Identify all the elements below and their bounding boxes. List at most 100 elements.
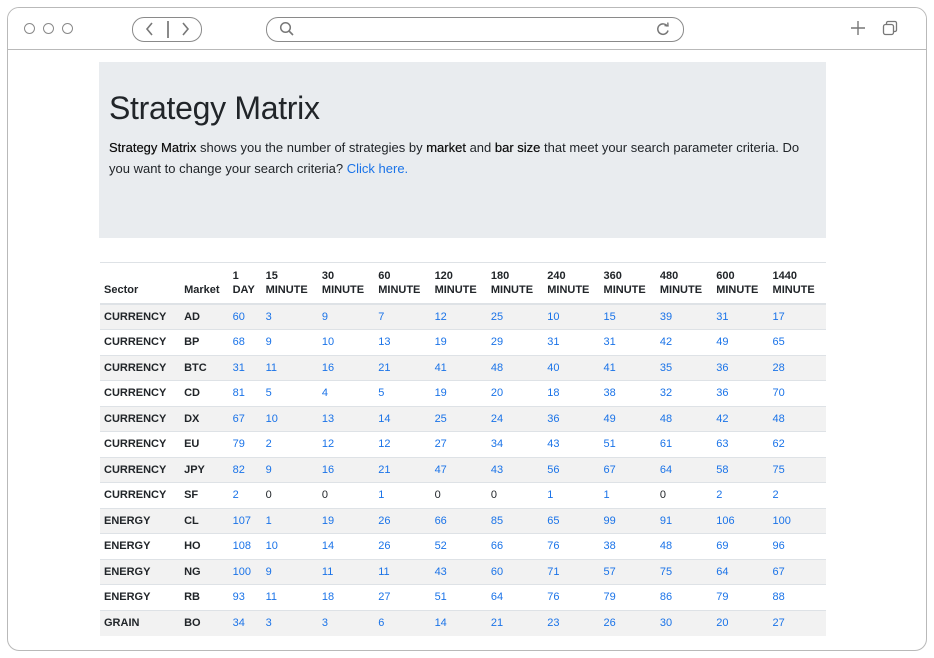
strategy-count-link[interactable]: 99 bbox=[600, 507, 657, 534]
strategy-count-link[interactable]: 48 bbox=[769, 405, 826, 432]
strategy-count-link[interactable]: 57 bbox=[600, 558, 657, 585]
plus-icon[interactable] bbox=[850, 20, 866, 41]
strategy-count-link[interactable]: 41 bbox=[431, 354, 488, 381]
strategy-count-link[interactable]: 67 bbox=[769, 558, 826, 585]
strategy-count-link[interactable]: 48 bbox=[487, 354, 545, 381]
strategy-count-link[interactable]: 31 bbox=[713, 303, 770, 330]
strategy-count-link[interactable]: 14 bbox=[318, 533, 376, 559]
strategy-count-link[interactable]: 2 bbox=[262, 431, 319, 457]
strategy-count-link[interactable]: 65 bbox=[544, 507, 601, 534]
strategy-count-link[interactable]: 26 bbox=[375, 533, 432, 559]
strategy-count-link[interactable]: 64 bbox=[713, 558, 770, 585]
strategy-count-link[interactable]: 43 bbox=[487, 456, 545, 483]
strategy-count-link[interactable]: 67 bbox=[600, 456, 657, 483]
strategy-count-link[interactable]: 69 bbox=[713, 533, 770, 559]
strategy-count-link[interactable]: 11 bbox=[262, 584, 319, 610]
strategy-count-link[interactable]: 51 bbox=[600, 431, 657, 457]
strategy-count-link[interactable]: 63 bbox=[713, 431, 770, 457]
forward-button[interactable] bbox=[168, 18, 202, 40]
strategy-count-link[interactable]: 7 bbox=[375, 303, 432, 330]
strategy-count-link[interactable]: 19 bbox=[318, 507, 376, 534]
strategy-count-link[interactable]: 18 bbox=[544, 380, 601, 406]
strategy-count-link[interactable]: 3 bbox=[262, 609, 319, 636]
strategy-count-link[interactable]: 4 bbox=[318, 380, 376, 406]
strategy-count-link[interactable]: 85 bbox=[487, 507, 545, 534]
strategy-count-link[interactable]: 31 bbox=[544, 329, 601, 355]
strategy-count-link[interactable]: 38 bbox=[600, 380, 657, 406]
strategy-count-link[interactable]: 34 bbox=[487, 431, 545, 457]
strategy-count-link[interactable]: 86 bbox=[656, 584, 714, 610]
strategy-count-link[interactable]: 27 bbox=[375, 584, 432, 610]
strategy-count-link[interactable]: 35 bbox=[656, 354, 714, 381]
strategy-count-link[interactable]: 36 bbox=[713, 380, 770, 406]
strategy-count-link[interactable]: 49 bbox=[600, 405, 657, 432]
strategy-count-link[interactable]: 36 bbox=[544, 405, 601, 432]
strategy-count-link[interactable]: 15 bbox=[600, 303, 657, 330]
strategy-count-link[interactable]: 81 bbox=[229, 380, 263, 406]
strategy-count-link[interactable]: 65 bbox=[769, 329, 826, 355]
strategy-count-link[interactable]: 47 bbox=[431, 456, 488, 483]
strategy-count-link[interactable]: 64 bbox=[487, 584, 545, 610]
strategy-count-link[interactable]: 67 bbox=[229, 405, 263, 432]
strategy-count-link[interactable]: 79 bbox=[229, 431, 263, 457]
strategy-count-link[interactable]: 10 bbox=[262, 533, 319, 559]
strategy-count-link[interactable]: 32 bbox=[656, 380, 714, 406]
strategy-count-link[interactable]: 25 bbox=[431, 405, 488, 432]
strategy-count-link[interactable]: 2 bbox=[769, 482, 826, 508]
strategy-count-link[interactable]: 11 bbox=[318, 558, 376, 585]
strategy-count-link[interactable]: 91 bbox=[656, 507, 714, 534]
strategy-count-link[interactable]: 58 bbox=[713, 456, 770, 483]
strategy-count-link[interactable]: 76 bbox=[544, 533, 601, 559]
strategy-count-link[interactable]: 48 bbox=[656, 405, 714, 432]
strategy-count-link[interactable]: 100 bbox=[769, 507, 826, 534]
strategy-count-link[interactable]: 20 bbox=[487, 380, 545, 406]
strategy-count-link[interactable]: 27 bbox=[431, 431, 488, 457]
strategy-count-link[interactable]: 75 bbox=[656, 558, 714, 585]
strategy-count-link[interactable]: 21 bbox=[375, 456, 432, 483]
strategy-count-link[interactable]: 20 bbox=[713, 609, 770, 636]
strategy-count-link[interactable]: 60 bbox=[229, 303, 263, 330]
strategy-count-link[interactable]: 12 bbox=[318, 431, 376, 457]
address-bar[interactable] bbox=[266, 17, 684, 42]
strategy-count-link[interactable]: 34 bbox=[229, 609, 263, 636]
strategy-count-link[interactable]: 38 bbox=[600, 533, 657, 559]
strategy-count-link[interactable]: 19 bbox=[431, 380, 488, 406]
strategy-count-link[interactable]: 27 bbox=[769, 609, 826, 636]
reload-icon[interactable] bbox=[655, 21, 671, 42]
strategy-count-link[interactable]: 36 bbox=[713, 354, 770, 381]
strategy-count-link[interactable]: 106 bbox=[713, 507, 770, 534]
window-close-control[interactable] bbox=[24, 23, 35, 34]
strategy-count-link[interactable]: 26 bbox=[600, 609, 657, 636]
strategy-count-link[interactable]: 10 bbox=[262, 405, 319, 432]
window-minimize-control[interactable] bbox=[43, 23, 54, 34]
strategy-count-link[interactable]: 9 bbox=[262, 329, 319, 355]
strategy-count-link[interactable]: 100 bbox=[229, 558, 263, 585]
strategy-count-link[interactable]: 3 bbox=[262, 303, 319, 330]
strategy-count-link[interactable]: 26 bbox=[375, 507, 432, 534]
strategy-count-link[interactable]: 62 bbox=[769, 431, 826, 457]
strategy-count-link[interactable]: 11 bbox=[375, 558, 432, 585]
strategy-count-link[interactable]: 17 bbox=[769, 303, 826, 330]
tabs-icon[interactable] bbox=[882, 20, 898, 41]
strategy-count-link[interactable]: 1 bbox=[262, 507, 319, 534]
strategy-count-link[interactable]: 1 bbox=[544, 482, 601, 508]
strategy-count-link[interactable]: 12 bbox=[431, 303, 488, 330]
strategy-count-link[interactable]: 16 bbox=[318, 456, 376, 483]
strategy-count-link[interactable]: 68 bbox=[229, 329, 263, 355]
strategy-count-link[interactable]: 28 bbox=[769, 354, 826, 381]
strategy-count-link[interactable]: 96 bbox=[769, 533, 826, 559]
window-zoom-control[interactable] bbox=[62, 23, 73, 34]
strategy-count-link[interactable]: 21 bbox=[487, 609, 545, 636]
strategy-count-link[interactable]: 40 bbox=[544, 354, 601, 381]
strategy-count-link[interactable]: 6 bbox=[375, 609, 432, 636]
strategy-count-link[interactable]: 61 bbox=[656, 431, 714, 457]
strategy-count-link[interactable]: 13 bbox=[375, 329, 432, 355]
strategy-count-link[interactable]: 9 bbox=[262, 456, 319, 483]
strategy-count-link[interactable]: 25 bbox=[487, 303, 545, 330]
strategy-count-link[interactable]: 79 bbox=[600, 584, 657, 610]
strategy-count-link[interactable]: 41 bbox=[600, 354, 657, 381]
strategy-count-link[interactable]: 82 bbox=[229, 456, 263, 483]
strategy-count-link[interactable]: 12 bbox=[375, 431, 432, 457]
strategy-count-link[interactable]: 75 bbox=[769, 456, 826, 483]
strategy-count-link[interactable]: 31 bbox=[600, 329, 657, 355]
